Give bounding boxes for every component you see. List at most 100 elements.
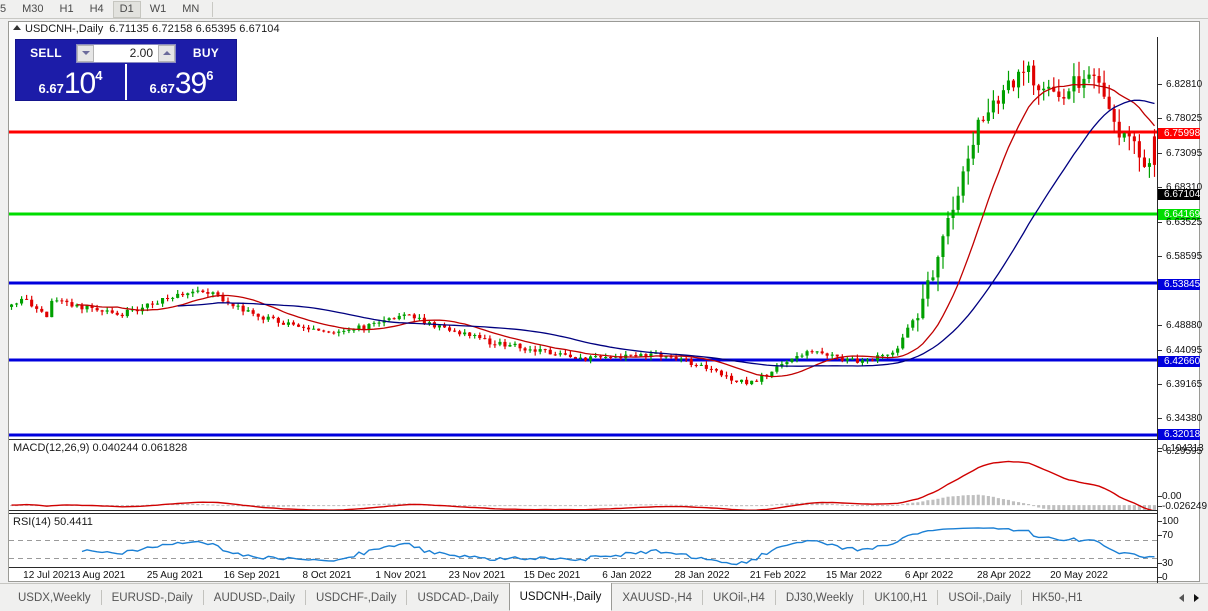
price-tick: 6.39165 <box>1158 379 1202 390</box>
price-tick-black: 6.67104 <box>1158 189 1201 200</box>
date-axis-label: 15 Mar 2022 <box>825 570 883 581</box>
chevron-down-icon <box>81 51 90 55</box>
price-scale[interactable]: 6.82810 6.78025 6.75998 6.73095 6.68310 6.671… <box>1157 37 1208 583</box>
tab-audusd-daily[interactable]: AUDUSD-,Daily <box>213 591 295 604</box>
tab-divider <box>863 590 865 605</box>
rsi-scale-tick: 30 <box>1158 558 1173 569</box>
date-axis-label: 23 Nov 2021 <box>448 570 506 581</box>
tab-usdx-weekly[interactable]: USDX,Weekly <box>18 591 91 604</box>
macd-pane[interactable]: MACD(12,26,9) 0.040244 0.061828 <box>9 440 1157 510</box>
tab-xauusd-h4[interactable]: XAUUSD-,H4 <box>622 591 693 604</box>
timeframe-w1[interactable]: W1 <box>149 2 167 15</box>
tab-dj30-weekly[interactable]: DJ30,Weekly <box>785 591 854 604</box>
price-tick: 6.48880 <box>1158 320 1202 331</box>
buy-price-fraction: 6 <box>206 68 214 83</box>
tab-usoil-daily[interactable]: USOil-,Daily <box>948 591 1012 604</box>
rsi-label: RSI(14) 50.4411 <box>13 516 93 528</box>
tab-uk100-h1[interactable]: UK100,H1 <box>874 591 928 604</box>
price-tick: 6.63525 <box>1158 217 1202 228</box>
tab-divider <box>202 590 204 605</box>
date-axis-label: 1 Nov 2021 <box>375 570 427 581</box>
date-axis-label: 16 Sep 2021 <box>223 570 281 581</box>
chart-symbol-label: USDCNH-,Daily <box>25 23 104 35</box>
rsi-pane[interactable]: RSI(14) 50.4411 <box>9 514 1157 567</box>
price-plot-area[interactable] <box>9 37 1157 439</box>
macd-plot-area[interactable] <box>9 440 1157 510</box>
timeframe-h1[interactable]: H1 <box>59 2 74 15</box>
chart-tab-bar[interactable]: USDX,Weekly EURUSD-,Daily AUDUSD-,Daily USD… <box>0 583 1208 611</box>
tab-usdchf-daily[interactable]: USDCHF-,Daily <box>315 591 397 604</box>
tab-usdcnh-daily[interactable]: USDCNH-,Daily <box>508 583 613 611</box>
volume-decrease-button[interactable] <box>77 44 94 62</box>
date-axis: 12 Jul 2021 3 Aug 2021 25 Aug 2021 16 Sep 2… <box>9 567 1157 583</box>
macd-scale-tick: 0.00 <box>1158 491 1181 502</box>
date-axis-label: 21 Feb 2022 <box>749 570 807 581</box>
volume-increase-button[interactable] <box>158 44 175 62</box>
tab-scroll-left-icon[interactable] <box>1179 593 1184 602</box>
tab-divider <box>702 590 704 605</box>
chart-title-bar: USDCNH-,Daily 6.71135 6.72158 6.65395 6.6… <box>9 22 1199 37</box>
pane-divider-2 <box>9 510 1157 511</box>
date-axis-label: 6 Apr 2022 <box>904 570 954 581</box>
pane-divider-3 <box>9 513 1157 514</box>
date-axis-label: 15 Dec 2021 <box>523 570 581 581</box>
price-tick-red: 6.75998 <box>1158 128 1201 139</box>
timeframe-d1[interactable]: D1 <box>112 0 141 18</box>
tab-ukoil-h4[interactable]: UKOil-,H4 <box>713 591 765 604</box>
buy-price-prefix: 6.67 <box>149 81 175 96</box>
chart-window: USDCNH-,Daily 6.71135 6.72158 6.65395 6.6… <box>8 21 1207 583</box>
timeframe-h4[interactable]: H4 <box>89 2 104 15</box>
rsi-plot-area[interactable] <box>9 514 1157 567</box>
price-tick: 6.68310 <box>1158 182 1202 193</box>
sell-price-main: 10 <box>63 67 96 100</box>
tab-divider <box>406 590 408 605</box>
tab-divider <box>937 590 939 605</box>
tab-hk50-h1[interactable]: HK50-,H1 <box>1032 591 1083 604</box>
toolbar-separator <box>212 1 214 17</box>
date-axis-label: 20 May 2022 <box>1050 570 1108 581</box>
sell-price-fraction: 4 <box>95 68 103 83</box>
date-axis-label: 3 Aug 2021 <box>74 570 126 581</box>
sell-price-prefix: 6.67 <box>38 81 64 96</box>
timeframe-5[interactable]: 5 <box>0 2 7 15</box>
trade-panel-header: SELL 2.00 BUY <box>16 40 236 64</box>
price-tick: 6.82810 <box>1158 79 1202 90</box>
macd-scale-tick: 0.104313 <box>1158 443 1204 454</box>
price-tick: 6.44095 <box>1158 345 1202 356</box>
collapse-triangle-icon[interactable] <box>13 25 21 30</box>
tab-divider <box>774 590 776 605</box>
price-tick-blue: 6.32018 <box>1158 429 1201 440</box>
price-tick: 6.29595 <box>1158 446 1202 457</box>
macd-label: MACD(12,26,9) 0.040244 0.061828 <box>13 442 188 454</box>
buy-price-button[interactable]: 6.67 39 6 <box>127 64 236 100</box>
rsi-scale-tick: 70 <box>1158 530 1173 541</box>
price-tick-blue: 6.53845 <box>1158 279 1201 290</box>
price-pane[interactable] <box>9 37 1157 439</box>
tab-eurusd-daily[interactable]: EURUSD-,Daily <box>111 591 193 604</box>
volume-input[interactable]: 2.00 <box>129 46 153 60</box>
date-axis-label: 28 Jan 2022 <box>674 570 730 581</box>
price-tick: 6.34380 <box>1158 413 1202 424</box>
date-axis-label: 8 Oct 2021 <box>302 570 352 581</box>
volume-stepper[interactable]: 2.00 <box>76 43 176 63</box>
macd-scale-tick: -0.026249 <box>1158 501 1207 512</box>
one-click-trading-panel[interactable]: SELL 2.00 BUY 6.67 10 4 6.67 39 6 <box>15 39 237 101</box>
sell-price-button[interactable]: 6.67 10 4 <box>16 64 127 100</box>
price-tick: 6.58595 <box>1158 251 1202 262</box>
tab-divider <box>100 590 102 605</box>
timeframe-m30[interactable]: M30 <box>22 2 44 15</box>
date-axis-label: 28 Apr 2022 <box>977 570 1031 581</box>
tab-divider <box>304 590 306 605</box>
date-axis-label: 6 Jan 2022 <box>602 570 652 581</box>
price-tick-blue: 6.42660 <box>1158 356 1201 367</box>
tab-usdcad-daily[interactable]: USDCAD-,Daily <box>417 591 499 604</box>
sell-button-label[interactable]: SELL <box>30 46 62 60</box>
timeframe-mn[interactable]: MN <box>182 2 200 15</box>
tab-scroll-right-icon[interactable] <box>1194 593 1199 602</box>
price-tick: 6.78025 <box>1158 113 1202 124</box>
chart-ohlc-values: 6.71135 6.72158 6.65395 6.67104 <box>109 23 280 35</box>
buy-button-label[interactable]: BUY <box>192 46 220 60</box>
tab-scroll-controls[interactable] <box>1174 584 1208 611</box>
price-tick: 6.73095 <box>1158 148 1202 159</box>
